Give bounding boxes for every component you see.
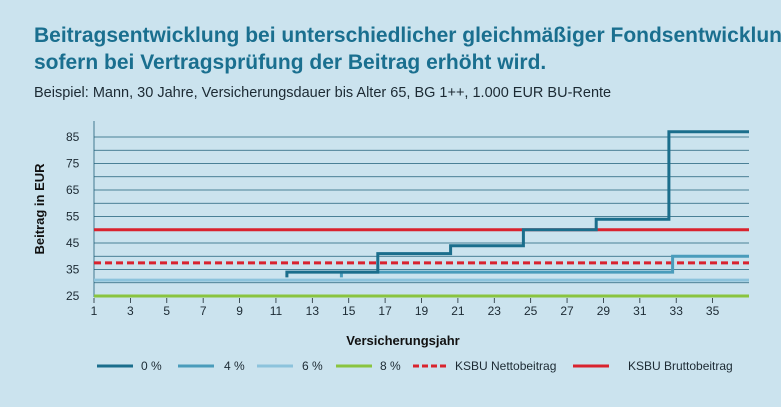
- legend-label: 6 %: [302, 359, 323, 373]
- x-tick-label: 15: [342, 304, 356, 318]
- y-tick-label: 45: [66, 236, 80, 250]
- y-tick-label: 85: [66, 130, 80, 144]
- series-line-0: [285, 130, 749, 278]
- x-tick-label: 31: [633, 304, 647, 318]
- chart-title-line-1: Beitragsentwicklung bei unterschiedliche…: [34, 24, 781, 47]
- x-tick-label: 17: [378, 304, 392, 318]
- chart-subtitle: Beispiel: Mann, 30 Jahre, Versicherungsd…: [34, 85, 612, 101]
- x-tick-label: 9: [236, 304, 243, 318]
- chart-title-line-2: sofern bei Vertragsprüfung der Beitrag e…: [34, 51, 547, 74]
- legend-label: KSBU Nettobeitrag: [455, 359, 556, 373]
- legend: 0 % 4 % 6 % 8 % KSBU Nettobeitrag KSBU Brutto…: [97, 359, 733, 373]
- x-tick-label: 33: [670, 304, 684, 318]
- legend-label: 4 %: [224, 359, 245, 373]
- y-axis-title: Beitrag in EUR: [32, 163, 47, 255]
- series-lines: [94, 130, 749, 298]
- x-tick-label: 5: [163, 304, 170, 318]
- y-tick-label: 55: [66, 210, 80, 224]
- x-tick-label: 19: [415, 304, 429, 318]
- y-tick-label: 35: [66, 263, 80, 277]
- y-tick-label: 25: [66, 289, 80, 303]
- series-line-1: [339, 254, 749, 278]
- x-tick-label: 23: [488, 304, 502, 318]
- legend-label: 0 %: [141, 359, 162, 373]
- chart-title: Beitragsentwicklung bei unterschiedliche…: [34, 22, 781, 76]
- y-tick-label: 75: [66, 157, 80, 171]
- x-tick-label: 29: [597, 304, 611, 318]
- x-tick-label: 11: [270, 304, 283, 318]
- grid-lines: [94, 136, 749, 284]
- legend-label: KSBU Bruttobeitrag: [628, 359, 733, 373]
- legend-label: 8 %: [380, 359, 401, 373]
- x-tick-label: 25: [524, 304, 538, 318]
- x-tick-label: 3: [127, 304, 134, 318]
- x-axis-title: Versicherungsjahr: [346, 333, 459, 348]
- x-tick-label: 13: [306, 304, 320, 318]
- x-tick-label: 21: [451, 304, 465, 318]
- x-tick-label: 27: [560, 304, 574, 318]
- x-tick-label: 7: [200, 304, 207, 318]
- x-tick-label: 1: [91, 304, 98, 318]
- x-tick-label: 35: [706, 304, 720, 318]
- y-tick-label: 65: [66, 183, 80, 197]
